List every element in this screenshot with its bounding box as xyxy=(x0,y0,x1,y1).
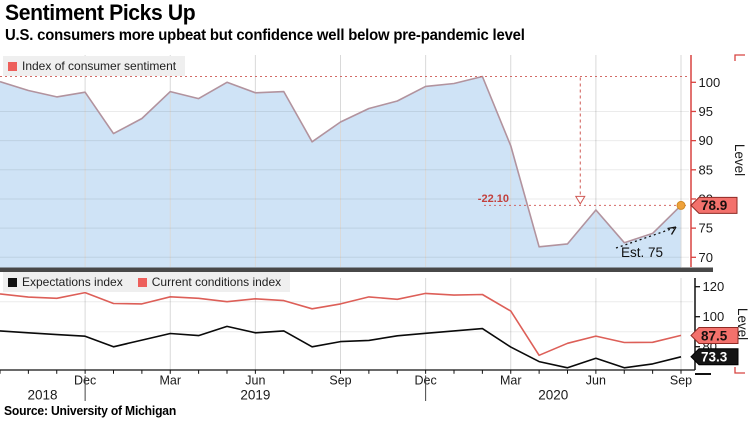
bottom-axis-tick-label: 100 xyxy=(703,309,725,324)
legend-swatch-icon xyxy=(8,61,17,71)
quarter-label: Sep xyxy=(670,374,692,388)
quarter-label: Sep xyxy=(329,374,351,388)
top-axis-tick-label: 95 xyxy=(699,104,713,119)
current-conditions-index-value-badge xyxy=(690,326,739,344)
latest-value-badge-label: 78.9 xyxy=(701,198,727,213)
estimate-arrowhead xyxy=(670,226,677,235)
page-title: Sentiment Picks Up xyxy=(5,0,196,25)
top-level-axis-title: Level xyxy=(732,144,747,176)
quarter-label: Mar xyxy=(500,374,522,388)
legend-components: Expectations index Current conditions ind… xyxy=(3,272,291,292)
value-badge-label: 73.3 xyxy=(701,350,728,365)
chart-divider xyxy=(0,267,713,272)
legend-swatch-icon xyxy=(137,277,147,287)
legend-label: Current conditions index xyxy=(151,275,282,289)
current-conditions-index-line xyxy=(0,291,682,357)
legend-item-current-conditions-index: Current conditions index xyxy=(137,275,282,289)
estimate-arrowhead xyxy=(667,226,677,230)
legend-label: Expectations index xyxy=(22,275,123,289)
corner-bracket-bottom xyxy=(734,367,745,374)
latest-point-dot xyxy=(676,200,686,210)
estimate-label: Est. 75 xyxy=(621,245,663,260)
year-label: 2020 xyxy=(538,388,568,403)
bottom-axis-tick-label: 120 xyxy=(703,279,725,294)
drop-delta-label: -22.10 xyxy=(478,193,509,205)
corner-bracket-top xyxy=(734,54,745,61)
quarter-label: Jun xyxy=(245,374,265,388)
top-axis-tick-label: 70 xyxy=(699,250,713,265)
legend-item-expectations-index: Expectations index xyxy=(8,275,123,289)
sentiment-line xyxy=(0,75,682,248)
legend-swatch-icon xyxy=(8,277,17,287)
expectations-index-line xyxy=(0,325,682,369)
bottom-level-axis-title: Level xyxy=(735,308,750,340)
quarter-label: Jun xyxy=(586,374,606,388)
drop-arrowhead xyxy=(574,195,586,205)
estimate-arrow xyxy=(615,227,675,249)
top-axis-tick-label: 75 xyxy=(699,221,713,236)
value-badge-label: 87.5 xyxy=(701,328,728,343)
legend-label: Index of consumer sentiment xyxy=(22,59,177,73)
page-subtitle: U.S. consumers more upbeat but confidenc… xyxy=(5,27,525,44)
top-axis-tick-label: 100 xyxy=(699,75,721,90)
latest-value-badge xyxy=(690,196,738,214)
expectations-index-value-badge xyxy=(690,348,739,366)
legend-item-index-of-consumer-sentiment: Index of consumer sentiment xyxy=(8,59,176,73)
top-axis-tick-label: 90 xyxy=(699,133,713,148)
top-axis-tick-label: 85 xyxy=(699,162,713,177)
legend-consumer-sentiment: Index of consumer sentiment xyxy=(3,56,186,76)
quarter-label: Mar xyxy=(159,374,181,388)
year-label: 2018 xyxy=(28,388,58,403)
source-line: Source: University of Michigan xyxy=(4,404,177,418)
year-label: 2019 xyxy=(240,388,270,403)
